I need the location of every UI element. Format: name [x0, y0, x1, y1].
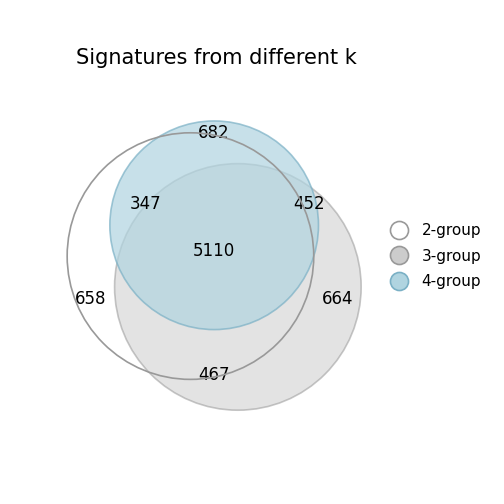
Circle shape	[110, 121, 319, 330]
Text: 347: 347	[130, 195, 161, 213]
Title: Signatures from different k: Signatures from different k	[76, 48, 357, 69]
Legend: 2-group, 3-group, 4-group: 2-group, 3-group, 4-group	[377, 217, 487, 295]
Text: 467: 467	[199, 365, 230, 384]
Text: 452: 452	[293, 195, 325, 213]
Text: 682: 682	[199, 124, 230, 142]
Text: 5110: 5110	[193, 242, 235, 261]
Text: 664: 664	[322, 290, 353, 308]
Text: 658: 658	[75, 290, 107, 308]
Circle shape	[114, 164, 361, 410]
